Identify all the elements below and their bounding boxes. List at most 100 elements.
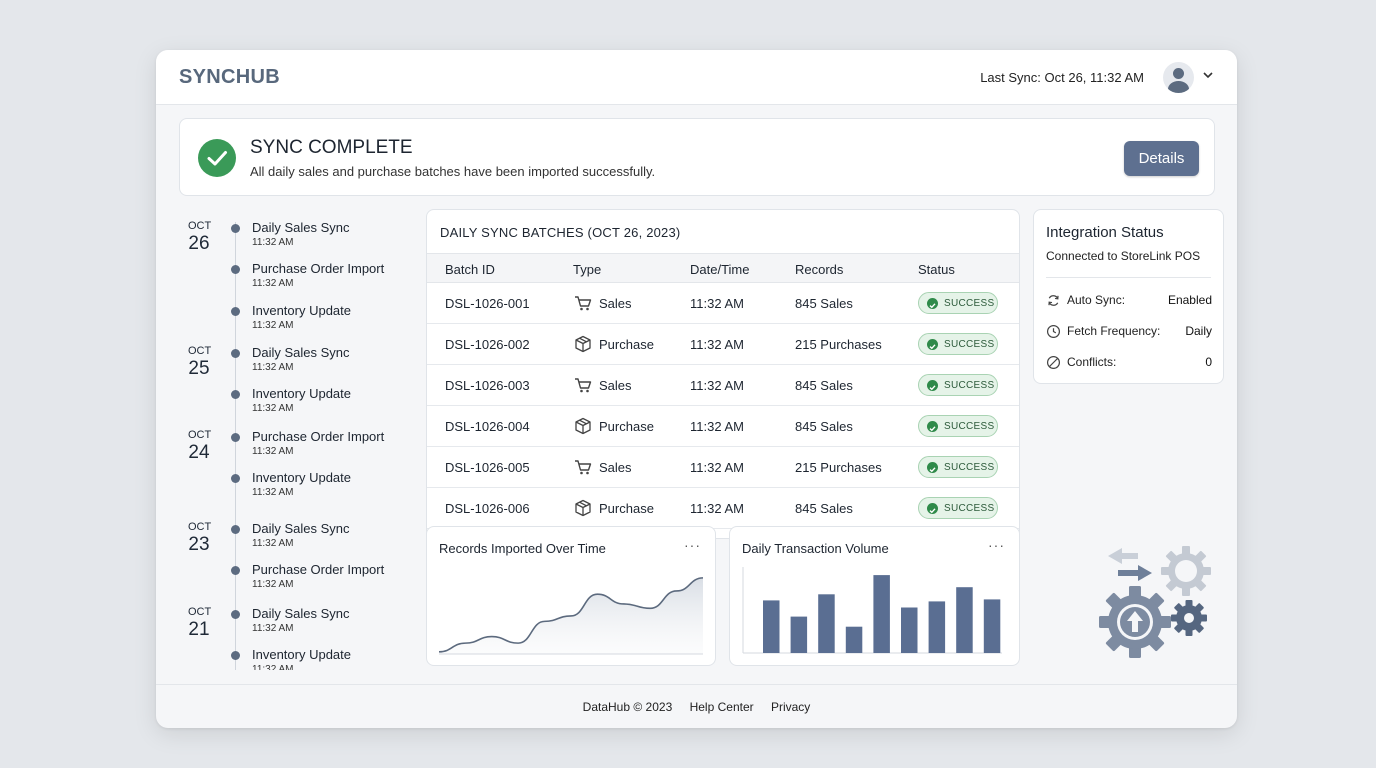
user-icon-body [1168, 81, 1189, 93]
bar[interactable] [956, 587, 973, 653]
timeline-event-time: 11:32 AM [252, 237, 294, 248]
app-header: SYNCHUB Last Sync: Oct 26, 11:32 AM [156, 50, 1237, 105]
line-chart-plot [438, 577, 704, 655]
timeline-event-time: 11:32 AM [252, 487, 294, 498]
records-cell: 845 Sales [795, 419, 853, 434]
status-badge: SUCCESS [918, 415, 998, 437]
records-cell: 845 Sales [795, 296, 853, 311]
table-row[interactable]: DSL-1026-006 Purchase 11:32 AM 845 Sales SUC… [427, 488, 1019, 529]
table-row[interactable]: DSL-1026-005 Sales 11:32 AM 215 Purchases SU… [427, 447, 1019, 488]
chevron-down-icon[interactable] [1201, 68, 1215, 82]
batch-id-cell: DSL-1026-004 [445, 419, 530, 434]
bar[interactable] [901, 607, 918, 654]
user-icon [1173, 68, 1184, 79]
help-center-link[interactable]: Help Center [689, 700, 754, 714]
app-window: SYNCHUB Last Sync: Oct 26, 11:32 AM SYNC… [156, 50, 1237, 728]
cart-icon [575, 378, 592, 393]
table-header: Batch ID Type Date/Time Records Status [427, 253, 1019, 283]
header-records[interactable]: Records [795, 262, 844, 277]
timeline-date-day: 24 [188, 442, 210, 463]
timeline-event-title[interactable]: Inventory Update [252, 470, 352, 485]
timeline-event-title[interactable]: Daily Sales Sync [252, 345, 350, 360]
timeline-event-title[interactable]: Purchase Order Import [252, 261, 385, 276]
conflicts-row: Conflicts: 0 [1046, 353, 1212, 373]
brand-logo[interactable]: SYNCHUB [179, 66, 280, 88]
bar[interactable] [928, 601, 946, 653]
details-button[interactable]: Details [1124, 141, 1199, 176]
bar[interactable] [763, 600, 780, 653]
bar[interactable] [790, 616, 808, 653]
type-cell: Purchase [599, 501, 654, 516]
table-title: DAILY SYNC BATCHES (OCT 26, 2023) [440, 225, 681, 240]
timeline-event-time: 11:32 AM [252, 403, 294, 414]
type-cell: Sales [599, 296, 632, 311]
sync-complete-banner: SYNC COMPLETE All daily sales and purcha… [179, 118, 1215, 196]
integration-subtitle: Connected to StoreLink POS [1046, 249, 1201, 263]
user-avatar[interactable] [1163, 62, 1194, 93]
timeline-date-month: OCT [188, 429, 212, 441]
more-options-icon[interactable]: ··· [988, 537, 1005, 553]
bar[interactable] [818, 594, 835, 653]
timeline-dot [231, 433, 240, 442]
auto-sync-row: Auto Sync: Enabled [1046, 291, 1212, 311]
conflicts-value: 0 [1205, 355, 1212, 369]
check-circle-icon [927, 503, 938, 514]
status-text: SUCCESS [944, 421, 995, 432]
timeline-dot [231, 390, 240, 399]
bar-chart-plot [742, 567, 1002, 654]
check-circle-icon [927, 380, 938, 391]
status-badge: SUCCESS [918, 497, 998, 519]
timeline-event-time: 11:32 AM [252, 446, 294, 457]
timeline-dot [231, 651, 240, 660]
table-row[interactable]: DSL-1026-003 Sales 11:32 AM 845 Sales SUCCES… [427, 365, 1019, 406]
timeline-event-title[interactable]: Inventory Update [252, 386, 352, 401]
bar[interactable] [873, 575, 890, 653]
clock-icon [1046, 324, 1061, 339]
table-row[interactable]: DSL-1026-001 Sales 11:32 AM 845 Sales SUCCES… [427, 283, 1019, 324]
status-text: SUCCESS [944, 503, 995, 514]
banner-message: All daily sales and purchase batches hav… [250, 164, 656, 179]
table-row[interactable]: DSL-1026-004 Purchase 11:32 AM 845 Sales SUC… [427, 406, 1019, 447]
batch-id-cell: DSL-1026-003 [445, 378, 530, 393]
timeline-date-month: OCT [188, 220, 212, 232]
records-cell: 845 Sales [795, 378, 853, 393]
privacy-link[interactable]: Privacy [770, 700, 811, 714]
timeline-date-month: OCT [188, 521, 212, 533]
status-badge: SUCCESS [918, 292, 998, 314]
timeline-event-title[interactable]: Daily Sales Sync [252, 521, 350, 536]
timeline-date-month: OCT [188, 606, 212, 618]
header-batch-id[interactable]: Batch ID [445, 262, 495, 277]
check-circle-icon [927, 462, 938, 473]
footer-copyright: DataHub © 2023 [582, 700, 673, 714]
box-icon [575, 335, 591, 353]
header-status[interactable]: Status [918, 262, 955, 277]
timeline-event-time: 11:32 AM [252, 362, 294, 373]
timeline-event-title[interactable]: Inventory Update [252, 647, 352, 662]
cart-icon [575, 460, 592, 475]
fetch-frequency-row: Fetch Frequency: Daily [1046, 322, 1212, 342]
check-circle-icon [927, 339, 938, 350]
timeline-event-title[interactable]: Purchase Order Import [252, 562, 385, 577]
timeline-dot [231, 307, 240, 316]
header-type[interactable]: Type [573, 262, 602, 277]
daily-sync-batches-card: DAILY SYNC BATCHES (OCT 26, 2023) Batch … [426, 209, 1020, 539]
check-circle-icon [198, 139, 236, 177]
timeline-event-title[interactable]: Daily Sales Sync [252, 606, 350, 621]
bar[interactable] [983, 599, 1001, 653]
fetch-frequency-value: Daily [1185, 324, 1212, 338]
series-line [438, 577, 704, 653]
banner-title: SYNC COMPLETE [250, 137, 413, 158]
bar[interactable] [845, 626, 863, 653]
timeline-dot [231, 265, 240, 274]
timeline-date-month: OCT [188, 345, 212, 357]
header-date-time[interactable]: Date/Time [690, 262, 750, 277]
more-options-icon[interactable]: ··· [684, 537, 701, 553]
timeline-event-title[interactable]: Daily Sales Sync [252, 220, 350, 235]
timeline-date-day: 26 [188, 233, 210, 254]
ban-icon [1046, 355, 1061, 370]
status-text: SUCCESS [944, 462, 995, 473]
timeline-event-title[interactable]: Purchase Order Import [252, 429, 385, 444]
timeline-event-title[interactable]: Inventory Update [252, 303, 352, 318]
records-cell: 845 Sales [795, 501, 853, 516]
table-row[interactable]: DSL-1026-002 Purchase 11:32 AM 215 Purchase… [427, 324, 1019, 365]
